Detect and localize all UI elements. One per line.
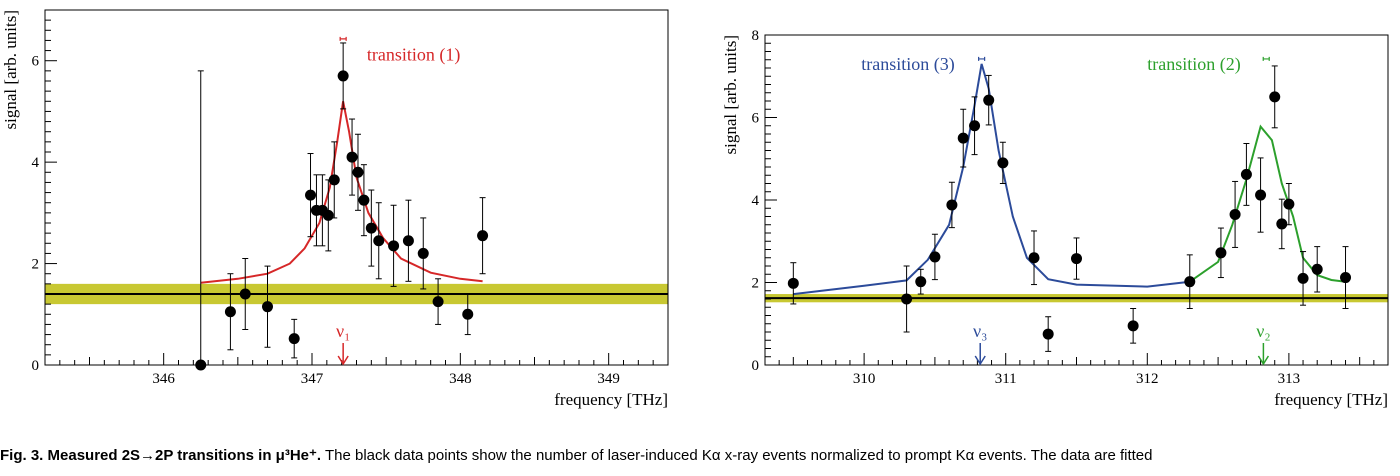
data-point bbox=[328, 174, 340, 186]
frequency-arrow-head bbox=[1257, 355, 1270, 366]
frequency-arrow-head bbox=[337, 355, 349, 366]
x-tick-label: 311 bbox=[995, 371, 1017, 387]
data-point bbox=[365, 222, 377, 234]
data-point bbox=[195, 359, 207, 371]
x-tick-label: 349 bbox=[597, 371, 620, 387]
data-point bbox=[1127, 320, 1139, 332]
fit-curve-blue bbox=[793, 63, 1190, 296]
data-point bbox=[1042, 328, 1054, 340]
data-point bbox=[1340, 272, 1352, 284]
data-point bbox=[787, 277, 799, 289]
y-tick-label: 8 bbox=[752, 28, 760, 44]
data-point bbox=[358, 194, 370, 206]
y-tick-label: 6 bbox=[752, 111, 760, 127]
data-point bbox=[239, 288, 251, 300]
data-point bbox=[946, 199, 958, 211]
frequency-marker-label: ν₃ bbox=[973, 321, 987, 341]
data-point bbox=[417, 247, 429, 259]
data-point bbox=[969, 120, 981, 132]
x-tick-label: 313 bbox=[1278, 371, 1301, 387]
frequency-marker-label: ν₁ bbox=[336, 321, 350, 341]
peak-uncertainty-bracket bbox=[978, 56, 986, 61]
y-tick-label: 6 bbox=[32, 54, 40, 70]
y-tick-label: 0 bbox=[32, 358, 40, 374]
data-point bbox=[402, 235, 414, 247]
x-tick-label: 347 bbox=[301, 371, 324, 387]
data-point bbox=[901, 293, 913, 305]
data-point bbox=[1269, 91, 1281, 103]
data-point bbox=[929, 251, 941, 263]
data-point bbox=[1297, 272, 1309, 284]
data-point bbox=[1071, 253, 1082, 265]
y-tick-label: 4 bbox=[752, 193, 760, 209]
data-point bbox=[1028, 252, 1040, 264]
transition-label: transition (2) bbox=[1147, 54, 1240, 75]
data-point bbox=[1311, 263, 1323, 275]
data-point bbox=[432, 296, 444, 308]
y-axis-label: signal [arb. units] bbox=[721, 35, 740, 154]
caption-text: The black data points show the number of… bbox=[324, 447, 1153, 464]
data-point bbox=[388, 240, 400, 252]
data-point bbox=[305, 189, 317, 201]
transition-label: transition (1) bbox=[367, 45, 460, 66]
data-point bbox=[288, 333, 300, 345]
y-axis-label: signal [arb. units] bbox=[1, 10, 20, 129]
right-panel: 310 311 312 313 0 2 4 6 8 frequency [THz] signal [… bbox=[721, 28, 1389, 409]
x-axis-label: frequency [THz] bbox=[554, 390, 668, 409]
x-axis-label: frequency [THz] bbox=[1274, 390, 1388, 409]
data-point bbox=[1276, 218, 1288, 230]
data-point bbox=[1229, 208, 1241, 220]
fit-curve-red bbox=[200, 101, 483, 284]
data-point bbox=[1240, 168, 1252, 180]
frequency-arrow-head bbox=[974, 355, 986, 366]
data-point bbox=[1184, 276, 1196, 288]
x-tick-label: 346 bbox=[152, 371, 175, 387]
data-point bbox=[224, 306, 236, 318]
data-point bbox=[983, 94, 995, 106]
frequency-marker-label: ν₂ bbox=[1256, 321, 1270, 341]
data-point bbox=[915, 276, 927, 288]
left-panel: 346 347 348 349 0 2 4 6 frequency [THz] signal [a… bbox=[1, 9, 669, 409]
y-tick-label: 4 bbox=[32, 155, 40, 171]
figure-caption: Fig. 3. Measured 2S→2P transitions in μ³… bbox=[0, 446, 1400, 476]
data-point bbox=[1215, 247, 1227, 259]
y-tick-label: 2 bbox=[32, 257, 40, 273]
data-point bbox=[1283, 198, 1295, 210]
data-point bbox=[352, 166, 364, 178]
transition-label: transition (3) bbox=[861, 54, 954, 75]
y-tick-label: 2 bbox=[752, 276, 760, 292]
data-point bbox=[997, 157, 1009, 169]
plot-frame bbox=[44, 9, 669, 366]
data-point bbox=[462, 308, 474, 320]
data-point bbox=[346, 151, 358, 163]
caption-label: Fig. 3. bbox=[0, 447, 44, 464]
data-point bbox=[373, 235, 385, 247]
peak-uncertainty-bracket bbox=[1262, 56, 1270, 61]
x-tick-label: 348 bbox=[449, 371, 472, 387]
data-point bbox=[957, 132, 969, 144]
data-point bbox=[322, 209, 334, 221]
plot-frame bbox=[764, 34, 1389, 366]
data-point bbox=[262, 301, 273, 313]
x-tick-label: 312 bbox=[1136, 371, 1159, 387]
figure-canvas: 346 347 348 349 0 2 4 6 frequency [THz] signal [a… bbox=[1, 9, 1389, 409]
data-point bbox=[337, 70, 349, 82]
x-tick-label: 310 bbox=[853, 371, 876, 387]
caption-title: Measured 2S→2P transitions in μ³He⁺. bbox=[47, 447, 322, 464]
data-point bbox=[477, 230, 489, 242]
peak-uncertainty-bracket bbox=[339, 36, 347, 41]
fit-curve-green bbox=[1189, 124, 1346, 283]
y-tick-label: 0 bbox=[752, 358, 760, 374]
data-point bbox=[1255, 189, 1267, 201]
